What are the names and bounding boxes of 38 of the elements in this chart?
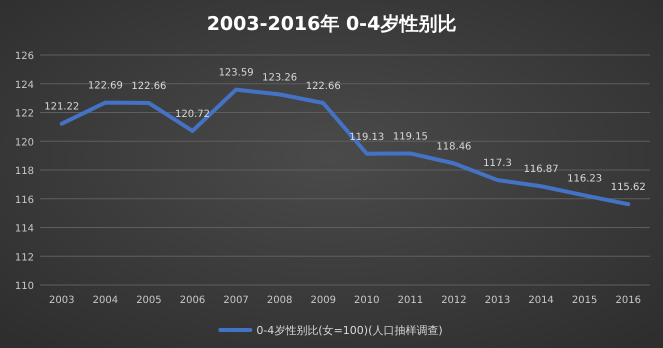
data-label: 116.87 [524,164,559,176]
y-tick-label: 124 [14,80,34,91]
y-tick-label: 112 [14,252,34,264]
data-label: 120.72 [175,108,210,120]
data-label: 115.62 [610,182,646,194]
x-tick-label: 2011 [398,295,424,306]
x-tick-label: 2005 [136,295,162,306]
x-tick-label: 2015 [572,295,598,306]
x-tick-label: 2014 [528,295,554,306]
x-tick-label: 2009 [310,295,336,306]
y-tick-label: 118 [14,166,34,177]
legend-label: 0-4岁性别比(女=100)(人口抽样调查) [256,324,443,337]
data-label: 119.15 [392,131,428,142]
data-label: 122.66 [306,81,341,92]
x-tick-label: 2012 [441,295,467,306]
y-tick-label: 120 [14,137,34,148]
chart-title: 2003-2016年 0-4岁性别比 [206,13,456,35]
data-label: 117.3 [483,158,512,170]
x-tick-label: 2016 [615,295,641,306]
x-tick-label: 2007 [223,295,249,306]
x-tick-label: 2013 [484,295,510,306]
data-label: 118.46 [436,141,472,152]
x-tick-label: 2006 [180,295,206,306]
data-label: 123.59 [218,68,254,79]
data-label: 121.22 [44,102,80,113]
y-tick-label: 114 [14,224,34,234]
x-tick-label: 2003 [49,295,75,306]
y-tick-label: 122 [14,108,34,120]
x-tick-label: 2004 [92,295,118,306]
y-tick-label: 126 [14,51,34,62]
data-label: 123.26 [262,72,298,84]
y-tick-label: 116 [14,194,34,206]
data-label: 122.69 [88,80,123,92]
x-tick-label: 2008 [266,295,292,306]
x-tick-label: 2010 [354,295,380,306]
y-tick-label: 110 [14,281,34,292]
data-label: 122.66 [131,81,166,92]
data-label: 116.23 [567,173,602,184]
